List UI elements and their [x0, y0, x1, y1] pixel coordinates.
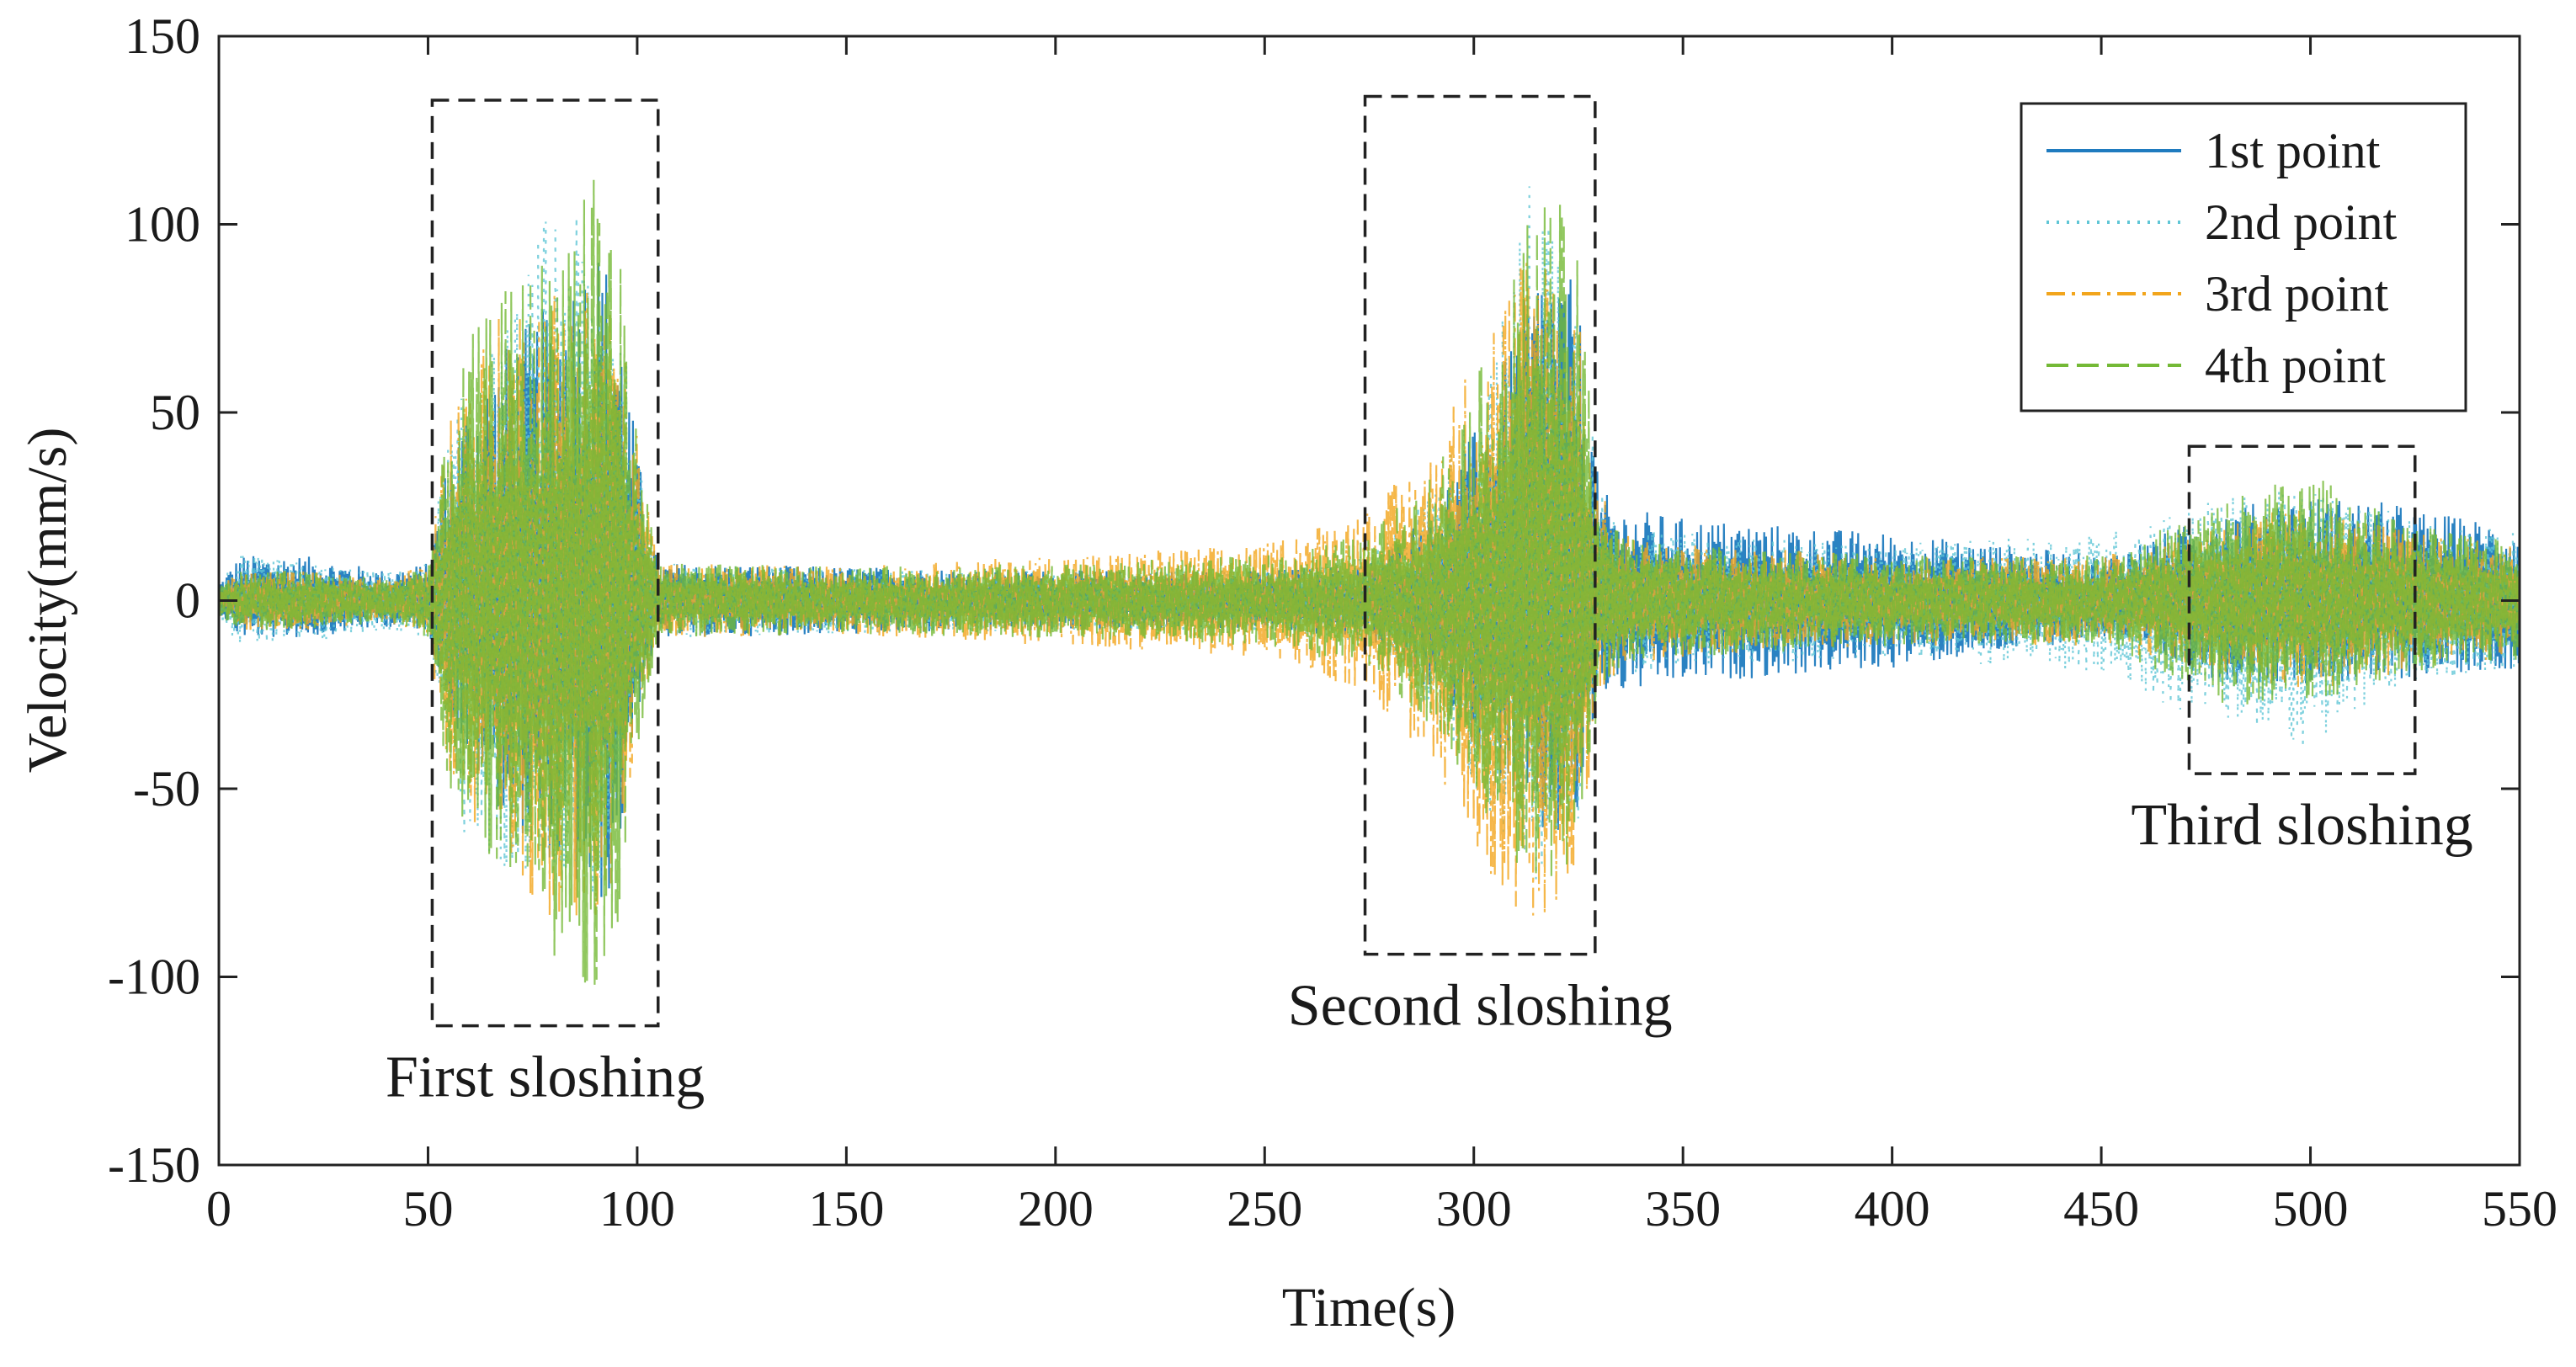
legend-label-1: 1st point: [2205, 123, 2381, 178]
x-tick-label: 50: [402, 1181, 453, 1237]
y-tick-label: -150: [108, 1137, 200, 1193]
annotation-label-3: Third sloshing: [2131, 793, 2472, 858]
x-tick-label: 0: [206, 1181, 232, 1237]
annotation-box-3: [2187, 444, 2417, 775]
x-tick-label: 400: [1855, 1181, 1930, 1237]
x-tick-label: 200: [1018, 1181, 1094, 1237]
y-axis-label: Velocity(mm/s): [17, 428, 78, 774]
annotation-boxes: First sloshing Second sloshing Third slosh…: [386, 94, 2473, 1110]
annotation-box-1: [430, 98, 660, 1028]
x-tick-label: 100: [599, 1181, 675, 1237]
y-tick-label: 50: [150, 385, 200, 440]
legend-label-3: 3rd point: [2205, 266, 2389, 322]
annotation-box-2: [1363, 94, 1597, 956]
x-tick-label: 550: [2482, 1181, 2557, 1237]
series-trace-4: [219, 179, 2520, 985]
legend-label-4: 4th point: [2205, 338, 2386, 393]
y-tick-label: -50: [133, 761, 200, 816]
signal-traces: [219, 179, 2520, 985]
axis-ticks: 0 50 100 150 200 250 300 350 400 450 500 5501501005…: [108, 8, 2557, 1237]
x-tick-label: 450: [2063, 1181, 2139, 1237]
legend-label-2: 2nd point: [2205, 194, 2398, 250]
x-tick-label: 250: [1227, 1181, 1302, 1237]
annotation-label-2: Second sloshing: [1288, 974, 1673, 1039]
legend: 1st point 2nd point 3rd point 4th point: [2020, 102, 2467, 412]
x-tick-label: 150: [808, 1181, 884, 1237]
y-tick-label: 0: [175, 573, 200, 629]
y-tick-label: 100: [125, 197, 200, 253]
x-tick-label: 500: [2273, 1181, 2349, 1237]
y-tick-label: -100: [108, 949, 200, 1005]
annotation-label-1: First sloshing: [386, 1045, 705, 1110]
legend-box: [2020, 102, 2467, 412]
x-tick-label: 350: [1645, 1181, 1721, 1237]
x-tick-label: 300: [1436, 1181, 1512, 1237]
x-axis-label: Time(s): [1282, 1277, 1456, 1338]
y-tick-label: 150: [125, 8, 200, 64]
